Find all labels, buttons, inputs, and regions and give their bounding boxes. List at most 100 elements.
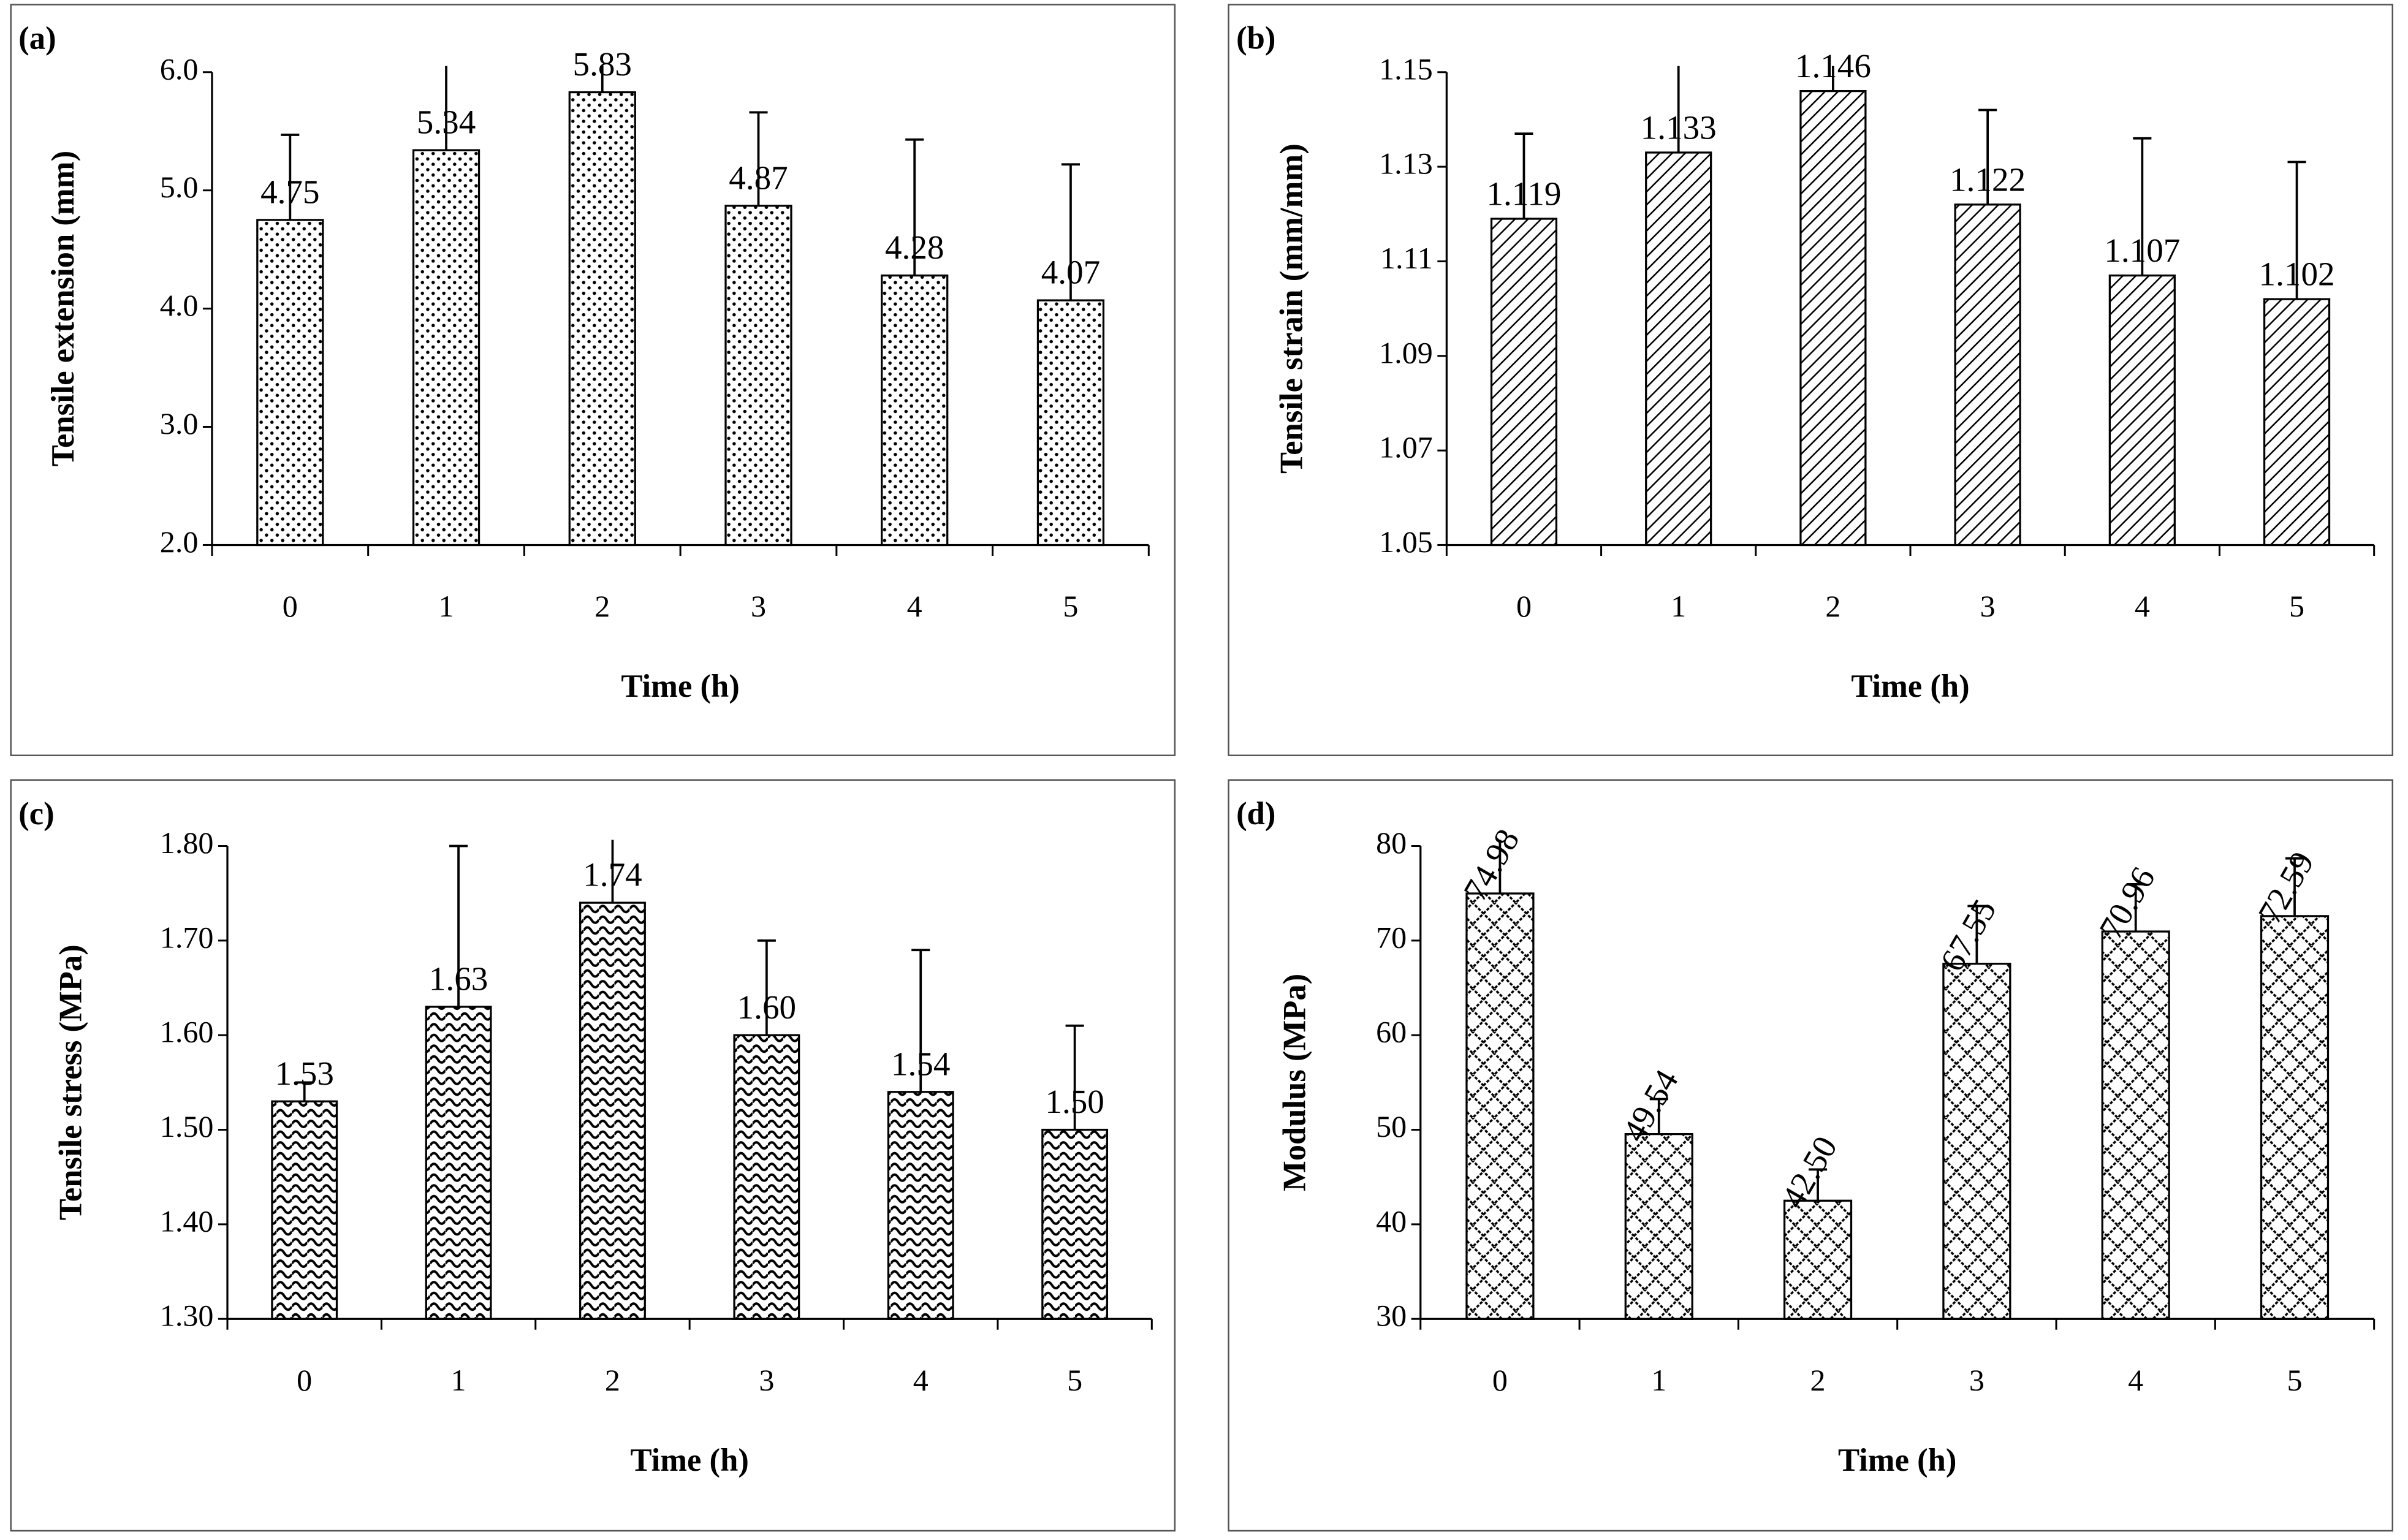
- x-tick-label: 0: [297, 1363, 312, 1397]
- panel-label: (b): [1236, 21, 1275, 56]
- x-tick-label: 5: [2289, 589, 2304, 623]
- bar: [271, 1100, 338, 1320]
- panel-frame: [10, 4, 1176, 756]
- x-tick-label: 4: [913, 1363, 929, 1397]
- bar: [1645, 151, 1712, 547]
- y-tick-label: 1.80: [160, 825, 214, 860]
- y-tick-label: 4.0: [160, 288, 199, 322]
- y-tick-label: 1.40: [160, 1204, 214, 1238]
- y-axis-title: Tensile strain (mm/mm): [1274, 143, 1309, 474]
- x-tick-label: 3: [1980, 589, 1996, 623]
- panel: (b) 1.05 1.07 1.09 1.11 1.13 1.15 Tensile strai…: [1228, 4, 2393, 756]
- y-tick-label: 60: [1376, 1015, 1407, 1049]
- x-tick-label: 1: [1671, 589, 1686, 623]
- x-tick-label: 2: [1810, 1363, 1826, 1397]
- x-tick-label: 3: [751, 589, 766, 623]
- y-tick-label: 1.11: [1380, 241, 1433, 275]
- bar: [2101, 930, 2170, 1320]
- y-tick-label: 1.70: [160, 920, 214, 954]
- bar: [1624, 1133, 1693, 1320]
- value-label: 4.07: [1041, 254, 1100, 291]
- bar: [2263, 298, 2331, 547]
- bar: [881, 274, 949, 547]
- value-label: 1.133: [1641, 109, 1717, 146]
- bar: [579, 901, 646, 1320]
- panel-label: (c): [18, 796, 54, 832]
- value-label: 1.60: [737, 988, 796, 1026]
- value-label: 1.119: [1486, 175, 1561, 213]
- bar: [1036, 299, 1105, 547]
- y-tick-label: 5.0: [160, 170, 199, 204]
- bar: [1783, 1199, 1853, 1320]
- x-tick-label: 0: [1492, 1363, 1508, 1397]
- y-tick-label: 1.07: [1379, 430, 1433, 465]
- x-tick-label: 4: [2135, 589, 2150, 623]
- x-tick-label: 2: [594, 589, 610, 623]
- x-tick-label: 3: [1969, 1363, 1985, 1397]
- value-label: 1.102: [2259, 256, 2335, 293]
- y-tick-label: 70: [1376, 920, 1407, 954]
- x-axis-title: Time (h): [1851, 669, 1969, 704]
- y-tick-label: 40: [1376, 1204, 1407, 1238]
- panel: (c) 1.30 1.40 1.50 1.60 1.70 1.80 Tensile stres…: [10, 779, 1176, 1532]
- y-tick-label: 1.05: [1379, 525, 1433, 559]
- x-tick-label: 0: [1516, 589, 1532, 623]
- x-tick-label: 5: [1067, 1363, 1082, 1397]
- x-tick-label: 2: [1825, 589, 1840, 623]
- panel-frame: [1228, 4, 2393, 756]
- bar: [568, 91, 636, 547]
- value-label: 1.74: [583, 856, 642, 893]
- x-axis-title: Time (h): [630, 1443, 748, 1478]
- y-tick-label: 3.0: [160, 406, 199, 441]
- bar: [1799, 89, 1867, 547]
- bar: [724, 205, 792, 547]
- value-label: 1.146: [1795, 47, 1871, 85]
- value-label: 4.28: [885, 229, 944, 266]
- bar: [1942, 963, 2011, 1320]
- bar: [733, 1034, 800, 1320]
- y-axis-title: Tensile extension (mm): [45, 151, 81, 466]
- x-axis-title: Time (h): [621, 669, 739, 704]
- bar: [1954, 203, 2021, 547]
- bar: [1465, 892, 1535, 1320]
- bar: [1041, 1128, 1109, 1320]
- y-tick-label: 50: [1376, 1109, 1407, 1144]
- x-tick-label: 1: [451, 1363, 466, 1397]
- panel-frame: [10, 779, 1176, 1532]
- bar: [425, 1006, 492, 1320]
- y-tick-label: 80: [1376, 825, 1407, 860]
- y-tick-label: 1.50: [160, 1109, 214, 1144]
- panel-label: (d): [1236, 796, 1275, 832]
- value-label: 1.122: [1950, 161, 2026, 198]
- value-label: 1.107: [2104, 232, 2180, 269]
- y-tick-label: 1.60: [160, 1015, 214, 1049]
- value-label: 1.63: [429, 960, 488, 997]
- value-label: 4.75: [260, 173, 319, 210]
- y-tick-label: 2.0: [160, 525, 199, 559]
- bar: [1490, 218, 1558, 547]
- value-label: 5.34: [417, 104, 476, 141]
- x-tick-label: 1: [439, 589, 454, 623]
- y-tick-label: 1.30: [160, 1299, 214, 1333]
- y-axis-title: Tensile stress (MPa): [53, 944, 89, 1220]
- x-tick-label: 3: [759, 1363, 774, 1397]
- panel-frame: [1228, 779, 2393, 1532]
- bar: [2108, 274, 2176, 547]
- y-tick-label: 1.15: [1379, 51, 1433, 86]
- panel-label: (a): [18, 21, 56, 56]
- x-tick-label: 4: [2128, 1363, 2143, 1397]
- panel: (a) 2.0 3.0 4.0 5.0 6.0 Tensile extension (mm)…: [10, 4, 1176, 756]
- y-tick-label: 6.0: [160, 51, 199, 86]
- value-label: 5.83: [573, 45, 632, 83]
- value-label: 4.87: [729, 159, 788, 196]
- bar: [2260, 915, 2330, 1320]
- x-tick-label: 1: [1651, 1363, 1666, 1397]
- y-tick-label: 1.09: [1379, 335, 1433, 370]
- x-tick-label: 2: [605, 1363, 620, 1397]
- bar: [887, 1091, 954, 1320]
- value-label: 1.54: [891, 1045, 950, 1082]
- bar: [412, 149, 480, 547]
